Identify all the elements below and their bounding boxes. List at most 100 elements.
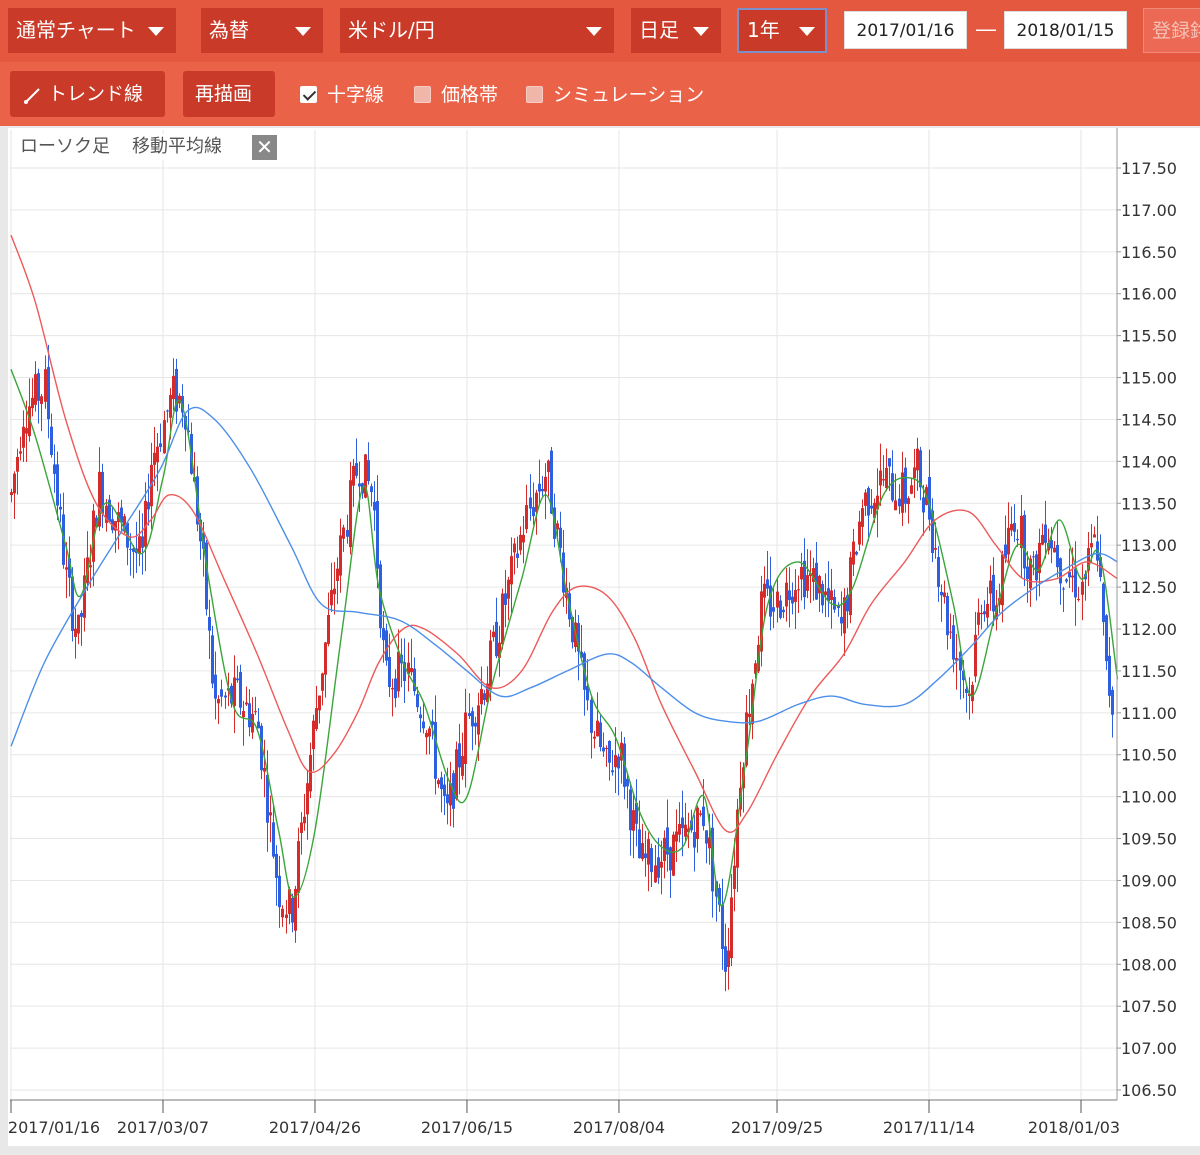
candle-down	[867, 487, 870, 516]
chart-legend: ローソク足 移動平均線	[20, 134, 248, 160]
candle-up	[333, 588, 336, 595]
candle-up	[989, 580, 992, 594]
currency-pair-label: 米ドル/円	[348, 18, 435, 42]
candle-down	[147, 502, 150, 510]
candle-up	[748, 713, 751, 718]
candle-up	[873, 502, 876, 518]
candle-up	[98, 471, 101, 527]
candle-down	[815, 562, 818, 600]
candle-up	[605, 747, 608, 749]
candle-down	[711, 827, 714, 892]
candle-up	[934, 547, 937, 550]
candle-up	[641, 843, 644, 859]
candle-up	[1093, 534, 1096, 538]
candle-down	[71, 576, 74, 631]
candle-up	[449, 783, 452, 806]
price-band-checkbox[interactable]: 価格帯	[414, 82, 498, 108]
candle-down	[278, 875, 281, 908]
candle-up	[1020, 515, 1023, 549]
y-tick-label: 109.00	[1121, 871, 1177, 890]
y-tick-label: 110.00	[1121, 788, 1177, 807]
currency-pair-select[interactable]: 米ドル/円	[340, 8, 614, 53]
range-select[interactable]: 1年	[737, 8, 827, 53]
candle-up	[138, 536, 141, 554]
candle-up	[397, 651, 400, 692]
candle-up	[233, 677, 236, 707]
candle-down	[95, 517, 98, 528]
candle-down	[159, 443, 162, 447]
candle-up	[556, 523, 559, 530]
candle-up	[916, 448, 919, 471]
candle-up	[907, 498, 910, 504]
asset-class-select[interactable]: 為替	[201, 8, 323, 53]
crosshair-checkbox[interactable]: 十字線	[300, 82, 384, 108]
candle-up	[852, 541, 855, 565]
range-label: 1年	[747, 18, 780, 42]
candle-down	[108, 499, 111, 522]
candle-up	[349, 480, 352, 548]
candle-up	[327, 615, 330, 644]
candle-down	[846, 595, 849, 612]
candle-down	[37, 373, 40, 401]
candle-up	[330, 590, 333, 606]
candle-down	[803, 560, 806, 598]
candle-up	[620, 742, 623, 761]
ma-long-line	[10, 406, 1118, 747]
candle-down	[1056, 544, 1059, 568]
close-icon[interactable]: ✕	[252, 135, 277, 160]
candle-down	[690, 820, 693, 831]
candle-up	[89, 565, 92, 568]
candle-up	[288, 889, 291, 914]
candle-up	[885, 468, 888, 489]
candle-down	[577, 623, 580, 652]
candle-down	[541, 488, 544, 492]
candle-down	[946, 596, 949, 636]
candle-down	[1023, 514, 1026, 569]
candle-down	[580, 651, 583, 658]
candle-up	[492, 631, 495, 638]
candle-up	[849, 557, 852, 616]
candle-down	[837, 605, 840, 608]
candle-down	[446, 794, 449, 804]
candle-up	[943, 592, 946, 598]
candle-up	[28, 406, 31, 437]
candle-down	[626, 778, 629, 787]
candle-up	[809, 573, 812, 577]
candle-up	[461, 756, 464, 776]
date-to-input[interactable]: 2018/01/15	[1004, 11, 1127, 49]
y-tick-label: 110.50	[1121, 746, 1177, 765]
candle-down	[394, 678, 397, 699]
candle-up	[217, 699, 220, 704]
candle-up	[699, 813, 702, 815]
candle-down	[59, 506, 62, 510]
candle-up	[684, 824, 687, 837]
chevron-down-icon	[799, 27, 815, 36]
candle-up	[971, 684, 974, 702]
candle-down	[1102, 583, 1105, 623]
candle-down	[928, 476, 931, 520]
candle-up	[800, 566, 803, 580]
chart-mode-select[interactable]: 通常チャート	[8, 8, 176, 53]
candle-down	[833, 596, 836, 610]
candle-up	[251, 713, 254, 733]
candle-up	[324, 642, 327, 675]
candle-up	[342, 527, 345, 539]
chart-mode-label: 通常チャート	[16, 18, 136, 42]
candle-up	[843, 597, 846, 634]
trendline-button[interactable]: トレンド線	[10, 71, 165, 117]
date-from-input[interactable]: 2017/01/16	[844, 11, 967, 49]
y-tick-label: 117.50	[1121, 159, 1177, 178]
register-button[interactable]: 登録銘柄	[1143, 8, 1200, 53]
simulation-checkbox[interactable]: シミュレーション	[526, 82, 704, 108]
candle-up	[407, 662, 410, 674]
candle-up	[1090, 543, 1093, 548]
candle-down	[529, 497, 532, 509]
plot-area[interactable]	[8, 128, 1120, 1146]
interval-select[interactable]: 日足	[631, 8, 721, 53]
y-tick-label: 106.50	[1121, 1081, 1177, 1100]
checkbox-unchecked-icon	[526, 86, 543, 103]
candle-down	[416, 694, 419, 708]
date-range-separator: ―	[976, 17, 996, 41]
redraw-button[interactable]: 再描画	[183, 71, 275, 117]
